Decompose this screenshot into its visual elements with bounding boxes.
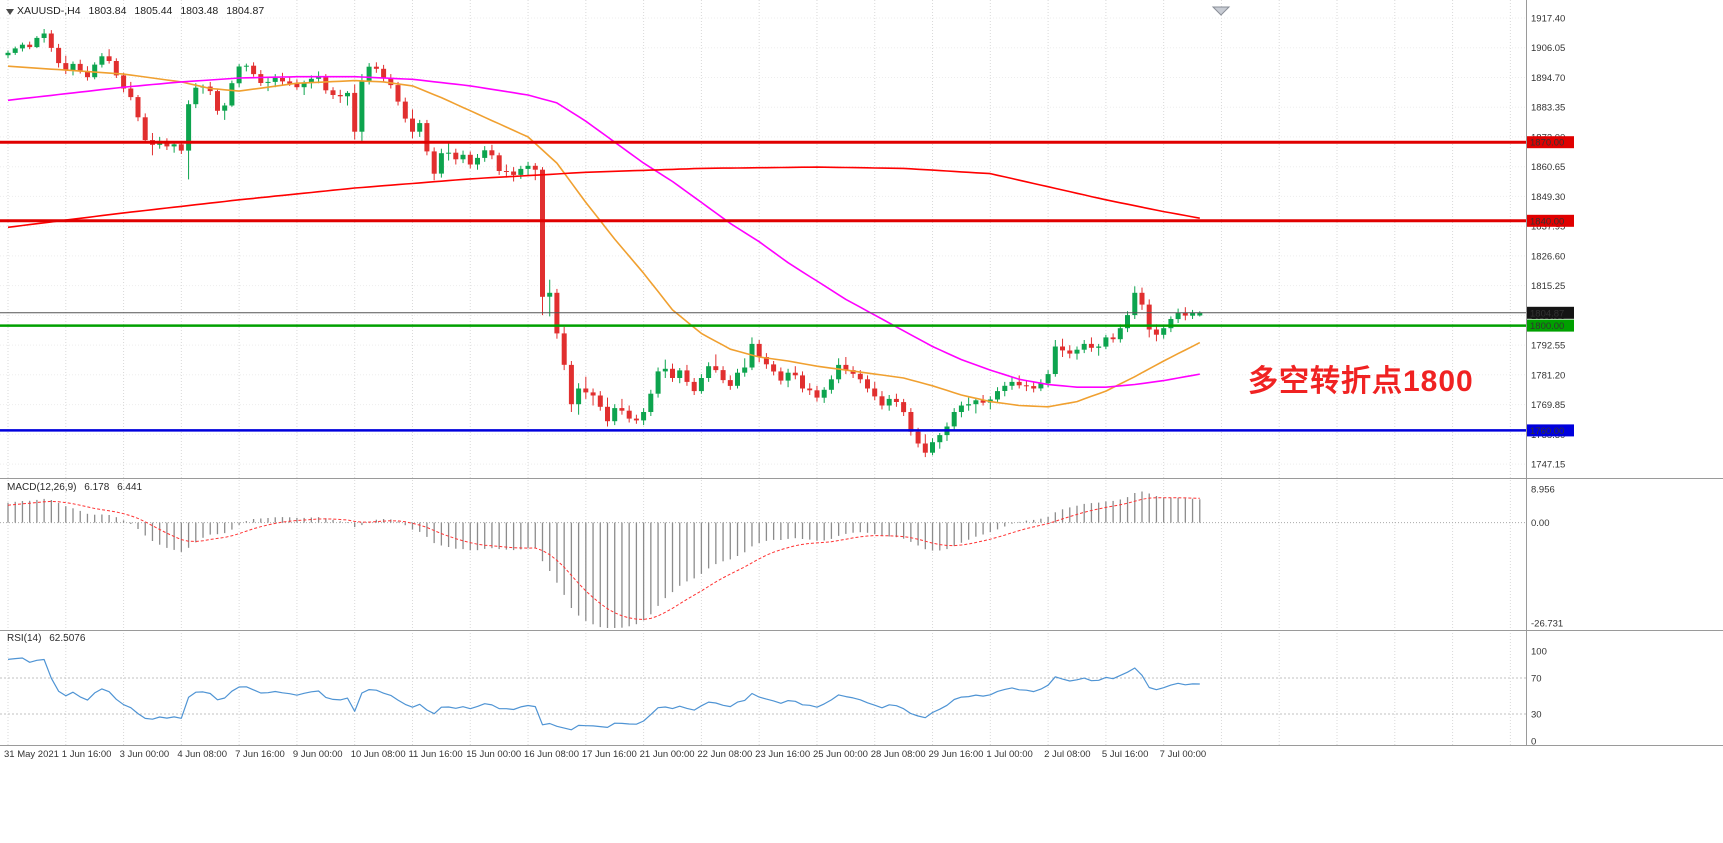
price-axis-label: 1747.15 (1531, 460, 1565, 471)
symbol-marker-icon (6, 9, 14, 15)
time-axis-label: 1 Jul 00:00 (986, 749, 1032, 760)
price-level-badge-label: 1870.00 (1530, 138, 1564, 149)
price-level-badge-label: 1800.00 (1530, 321, 1564, 332)
chart-shift-marker-icon[interactable] (1211, 6, 1231, 16)
rsi-axis-label: 0 (1531, 737, 1536, 748)
price-axis-label: 1883.35 (1531, 103, 1565, 114)
price-axis-label: 1917.40 (1531, 14, 1565, 25)
time-axis-label: 7 Jul 00:00 (1160, 749, 1206, 760)
macd-indicator-label: MACD(12,26,9) 6.178 6.441 (7, 482, 147, 493)
moving-average-line-ma-medium-magenta (7, 75, 1200, 388)
price-axis[interactable]: 1917.401906.051894.701883.351872.001860.… (1527, 14, 1574, 748)
time-axis-label: 29 Jun 16:00 (929, 749, 984, 760)
rsi-indicator-label: RSI(14) 62.5076 (7, 633, 90, 644)
time-axis-label: 22 Jun 08:00 (697, 749, 752, 760)
moving-average-line-ma-fast-orange (7, 65, 1201, 408)
price-level-badge-label: 1840.00 (1530, 216, 1564, 227)
rsi-axis-label: 70 (1531, 674, 1542, 685)
time-axis-label: 21 Jun 00:00 (640, 749, 695, 760)
price-axis-label: 1849.30 (1531, 192, 1565, 203)
macd-axis-label: 0.00 (1531, 518, 1550, 529)
time-axis-label: 3 Jun 00:00 (120, 749, 170, 760)
price-axis-label: 1769.85 (1531, 400, 1565, 411)
gridlines (0, 0, 1526, 745)
price-axis-label: 1781.20 (1531, 370, 1565, 381)
time-axis-label: 11 Jun 16:00 (408, 749, 462, 760)
time-axis-label: 5 Jul 16:00 (1102, 749, 1148, 760)
price-chart-panel[interactable] (0, 29, 1526, 458)
panel-borders (0, 0, 1723, 746)
open-value: 1803.84 (88, 5, 127, 17)
low-value: 1803.48 (180, 5, 219, 17)
price-level-badge (1527, 136, 1574, 149)
time-axis-label: 17 Jun 16:00 (582, 749, 637, 760)
candlestick-series (5, 29, 1203, 458)
price-axis-label: 1826.60 (1531, 251, 1565, 262)
macd-axis-label: 8.956 (1531, 485, 1555, 496)
ohlc-readout: XAUUSD-,H4 1803.84 1805.44 1803.48 1804.… (17, 5, 269, 17)
macd-axis-label: -26.731 (1531, 619, 1563, 630)
rsi-name: RSI(14) (7, 633, 42, 644)
macd-signal-line (7, 497, 1200, 620)
macd-panel[interactable] (0, 491, 1526, 629)
time-axis-label: 28 Jun 08:00 (871, 749, 926, 760)
time-axis-label: 4 Jun 08:00 (177, 749, 227, 760)
time-axis-label: 1 Jun 16:00 (62, 749, 112, 760)
rsi-line (7, 657, 1200, 731)
macd-main-value: 6.178 (84, 482, 110, 493)
time-axis-label: 10 Jun 08:00 (351, 749, 406, 760)
price-axis-label: 1860.65 (1531, 162, 1565, 173)
close-value: 1804.87 (226, 5, 265, 17)
price-level-badge (1527, 214, 1574, 227)
price-axis-label: 1815.25 (1531, 281, 1565, 292)
macd-histogram (7, 491, 1201, 628)
macd-name: MACD(12,26,9) (7, 482, 77, 493)
time-axis[interactable]: 31 May 2021 1 Jun 16:00 3 Jun 00:00 4 Jun 0… (4, 749, 1206, 760)
symbol-timeframe-label: XAUUSD-,H4 (17, 5, 81, 17)
time-axis-label: 16 Jun 08:00 (524, 749, 579, 760)
time-axis-label: 23 Jun 16:00 (755, 749, 810, 760)
rsi-axis-label: 30 (1531, 710, 1542, 721)
rsi-axis-label: 100 (1531, 647, 1547, 658)
time-axis-label: 7 Jun 16:00 (235, 749, 285, 760)
current-price-badge (1527, 306, 1574, 319)
price-level-badge (1527, 319, 1574, 332)
annotation-text: 多空转折点1800 (1248, 365, 1474, 398)
moving-average-line-ma-slow-red (7, 166, 1200, 229)
price-level-badge-label: 1760.00 (1530, 426, 1564, 437)
high-value: 1805.44 (134, 5, 173, 17)
macd-signal-value: 6.441 (117, 482, 143, 493)
time-axis-label: 15 Jun 00:00 (466, 749, 521, 760)
rsi-value: 62.5076 (49, 633, 86, 644)
time-axis-label: 2 Jul 08:00 (1044, 749, 1090, 760)
time-axis-label: 31 May 2021 (4, 749, 59, 760)
time-axis-label: 9 Jun 00:00 (293, 749, 343, 760)
price-axis-label: 1906.05 (1531, 43, 1565, 54)
rsi-panel[interactable] (0, 657, 1526, 731)
price-axis-label: 1894.70 (1531, 73, 1565, 84)
price-axis-label: 1792.55 (1531, 341, 1565, 352)
current-price-badge-label: 1804.87 (1530, 308, 1564, 319)
price-axis-label: 1837.95 (1531, 222, 1565, 233)
price-level-badge (1527, 424, 1574, 437)
time-axis-label: 25 Jun 00:00 (813, 749, 868, 760)
